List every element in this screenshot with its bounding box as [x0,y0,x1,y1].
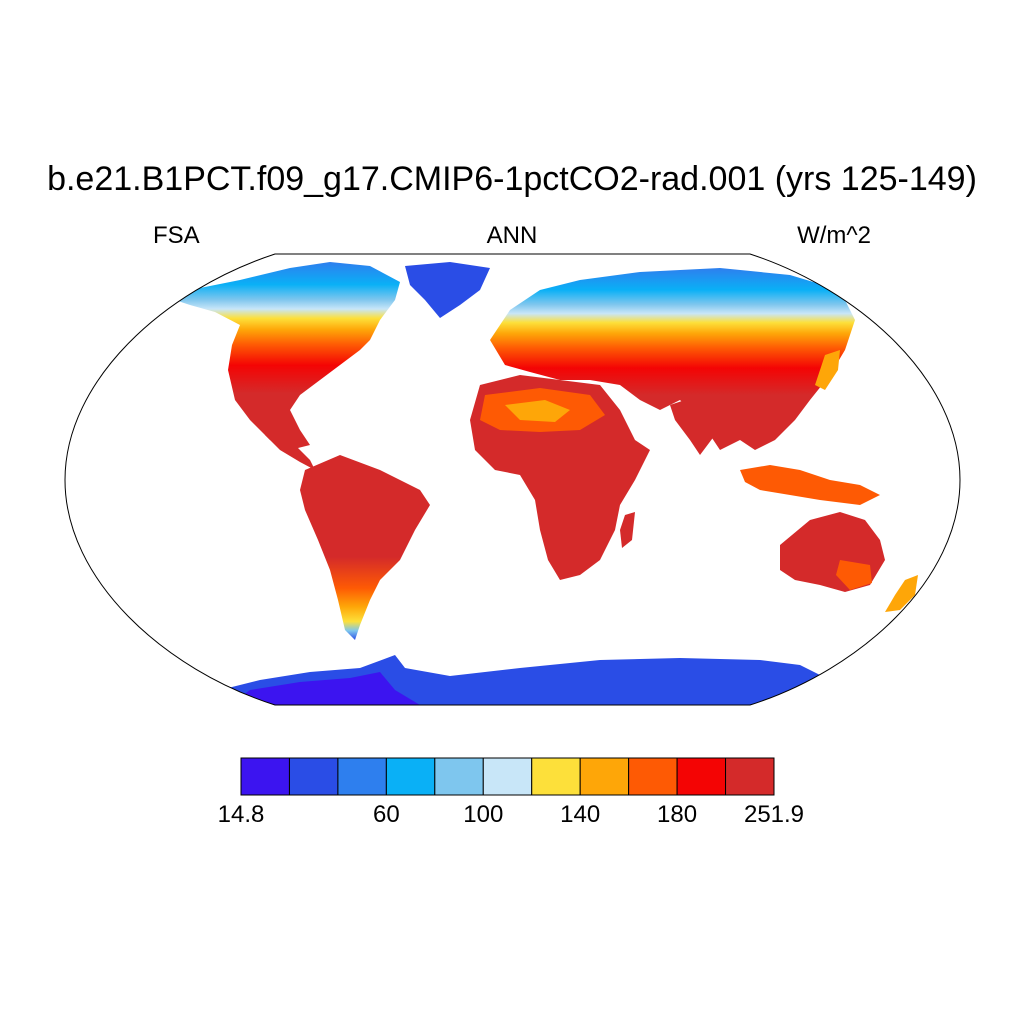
colorbar-swatch [676,757,727,796]
colorbar-swatch [628,757,678,796]
colorbar-label: 180 [657,801,698,828]
colorbar-label: 100 [463,801,504,828]
colorbar-label: 14.8 [217,801,265,828]
colorbar-swatch [288,757,339,796]
north-america [175,262,400,450]
variable-label: FSA [153,222,200,249]
colorbar-label: 60 [373,801,400,828]
antarctica-interior [230,672,420,705]
india [670,395,720,455]
map-border [64,253,961,706]
colorbar-swatch [482,757,533,796]
colorbar-swatch [531,757,581,796]
plot-title: b.e21.B1PCT.f09_g17.CMIP6-1pctCO2-rad.00… [47,160,977,198]
colorbar-swatch [725,757,775,796]
south-america [300,455,430,640]
colorbar-swatch [385,757,436,796]
sahara-core [505,400,570,422]
season-label: ANN [486,222,538,249]
maritime-continent [740,465,880,505]
colorbar-swatch [434,757,484,796]
colorbar-label: 251.9 [743,801,805,828]
madagascar [620,512,635,548]
australia-south [836,560,872,590]
colorbar-swatch [240,757,290,796]
new-zealand [885,575,918,612]
colorbar-swatch [337,757,387,796]
eurasia [490,268,855,450]
japan [815,350,840,390]
greenland [405,262,490,318]
units-label: W/m^2 [797,222,871,249]
central-america [262,420,315,470]
colorbar-label: 140 [560,801,601,828]
colorbar-swatch [579,757,630,796]
